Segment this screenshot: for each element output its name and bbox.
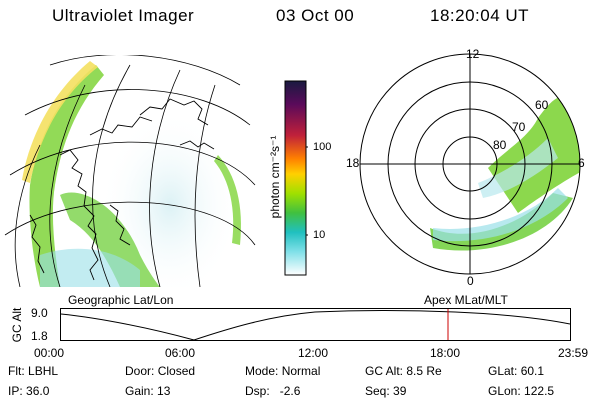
xtick-1200: 12:00 — [298, 346, 329, 360]
graticule — [4, 55, 256, 287]
ytick-1-8: 1.8 — [31, 329, 48, 343]
polar-aurora-diffuse — [433, 188, 568, 242]
info-dsp: Dsp: -2.6 — [245, 384, 301, 398]
info-door: Door: Closed — [125, 364, 196, 378]
colorbar-unit-label: photon cm⁻²s⁻¹ — [268, 135, 282, 219]
info-glat: GLat: 60.1 — [488, 364, 545, 378]
polar-aurora-inner — [478, 138, 558, 198]
colorbar-tick-100: 100 — [313, 141, 332, 153]
aurora-band-east — [214, 155, 242, 245]
info-seq: Seq: 39 — [365, 384, 407, 398]
polar-grid — [359, 53, 581, 275]
info-gc-alt: GC Alt: 8.5 Re — [365, 364, 442, 378]
orbit-ylabel: GC Alt — [10, 307, 24, 343]
aurora-band-west-outer — [22, 61, 98, 183]
color-bar — [284, 80, 308, 276]
aurora-band-south — [60, 192, 160, 287]
aurora-band-west — [29, 65, 104, 287]
xtick-0600: 06:00 — [165, 346, 196, 360]
mlt-label-0: 0 — [467, 274, 474, 288]
mlt-label-6: 6 — [578, 156, 585, 170]
xtick-0000: 00:00 — [34, 346, 65, 360]
info-flt: Flt: LBHL — [8, 364, 59, 378]
mlat-label-60: 60 — [535, 98, 549, 112]
xtick-1800: 18:00 — [430, 346, 461, 360]
coastlines — [29, 98, 215, 281]
polar-plot — [359, 53, 581, 275]
ytick-9: 9.0 — [31, 306, 48, 320]
dayglow-haze — [100, 110, 240, 287]
instrument-title: Ultraviolet Imager — [52, 6, 195, 25]
info-ip: IP: 36.0 — [8, 384, 50, 398]
apex-label: Apex MLat/MLT — [424, 293, 508, 307]
info-glon: GLon: 122.5 — [488, 384, 555, 398]
orbit-altitude-plot — [60, 308, 571, 341]
mlt-label-18: 18 — [346, 156, 360, 170]
colorbar-tick-10: 10 — [313, 229, 326, 241]
xtick-2359: 23:59 — [558, 346, 589, 360]
mlat-label-80: 80 — [493, 138, 507, 152]
geographic-label: Geographic Lat/Lon — [68, 293, 174, 307]
altitude-curve — [60, 310, 571, 341]
mlat-label-70: 70 — [512, 120, 526, 134]
info-mode: Mode: Normal — [245, 364, 321, 378]
time-label: 18:20:04 UT — [430, 6, 530, 25]
geographic-map — [4, 55, 256, 287]
info-gain: Gain: 13 — [125, 384, 171, 398]
mlt-label-12: 12 — [466, 47, 480, 61]
date-label: 03 Oct 00 — [276, 6, 355, 25]
aurora-diffuse — [40, 248, 140, 287]
